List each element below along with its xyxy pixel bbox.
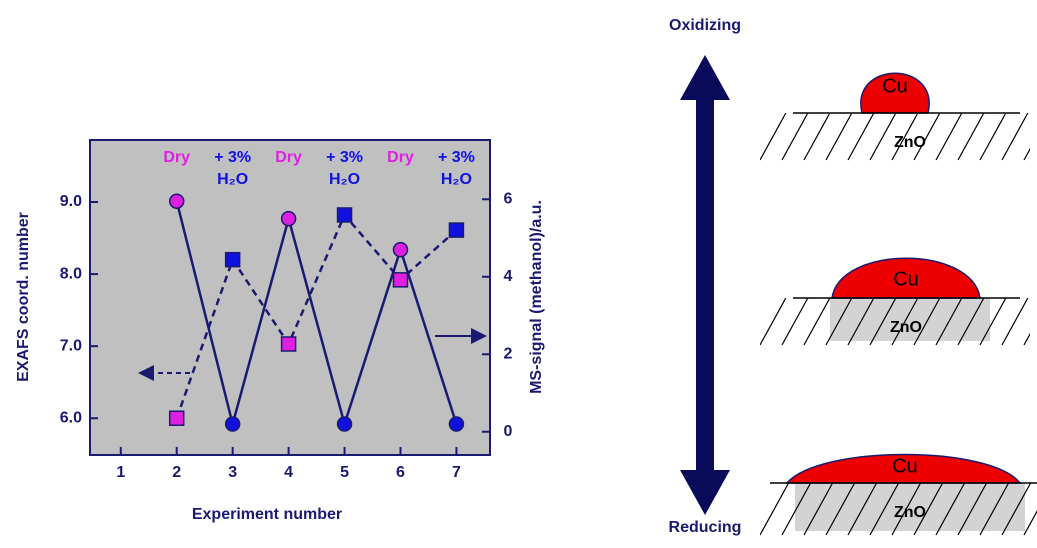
y2-tick-label: 6 — [504, 190, 513, 207]
point — [170, 194, 184, 208]
metal-label: Cu — [893, 268, 919, 290]
y-tick-label: 6.0 — [60, 409, 82, 426]
metal-label: Cu — [892, 455, 918, 477]
y2-axis-label: MS-signal (methanol)/a.u. — [528, 200, 545, 394]
point — [449, 223, 463, 237]
y-tick-label: 9.0 — [60, 193, 82, 210]
support-label: ZnO — [890, 319, 922, 336]
hatch-line — [1024, 113, 1037, 160]
annotation: Dry — [275, 149, 302, 166]
hatch-line — [1024, 298, 1037, 345]
point — [282, 337, 296, 351]
particle: Cu ZnO — [760, 455, 1037, 536]
hatch-line — [782, 113, 808, 160]
y-tick-label: 7.0 — [60, 337, 82, 354]
point — [449, 417, 463, 431]
point — [393, 273, 407, 287]
hatch-line — [848, 113, 874, 160]
y2-tick-label: 2 — [504, 345, 513, 362]
hatch-line — [760, 483, 789, 535]
support-label: ZnO — [894, 134, 926, 151]
hatch-line — [804, 298, 830, 345]
y-tick-label: 8.0 — [60, 265, 82, 282]
hatch-line — [760, 298, 786, 345]
plot-area — [90, 140, 490, 455]
hatch-line — [1002, 298, 1028, 345]
y2-tick-label: 0 — [504, 423, 513, 440]
annotation: + 3% — [214, 149, 251, 166]
y-axis-label: EXAFS coord. number — [15, 212, 32, 382]
point — [226, 417, 240, 431]
particle: Cu ZnO — [760, 73, 1037, 160]
annotation: H₂O — [217, 171, 248, 188]
hatch-line — [958, 113, 984, 160]
annotation: Dry — [163, 149, 190, 166]
hatch-line — [1002, 113, 1028, 160]
hatch-line — [804, 113, 830, 160]
annotation: H₂O — [329, 171, 360, 188]
hatch-line — [826, 113, 852, 160]
x-tick-label: 1 — [116, 464, 125, 481]
hatch-line — [760, 113, 786, 160]
x-tick-label: 6 — [396, 464, 405, 481]
particle: Cu ZnO — [760, 258, 1037, 345]
point — [226, 253, 240, 267]
hatch-line — [980, 113, 1006, 160]
x-tick-label: 7 — [452, 464, 461, 481]
x-tick-label: 2 — [172, 464, 181, 481]
annotation: H₂O — [441, 171, 472, 188]
point — [393, 243, 407, 257]
point — [338, 417, 352, 431]
figure: Experiment number EXAFS coord. number MS… — [0, 0, 1037, 543]
double-arrow — [680, 55, 730, 515]
bottom-label: Reducing — [669, 519, 742, 536]
x-axis-label: Experiment number — [192, 506, 342, 523]
point — [338, 208, 352, 222]
x-tick-label: 4 — [284, 464, 293, 481]
top-label: Oxidizing — [669, 17, 741, 34]
hatch-line — [936, 113, 962, 160]
support-label: ZnO — [894, 504, 926, 521]
annotation: Dry — [387, 149, 414, 166]
annotation: + 3% — [438, 149, 475, 166]
y2-tick-label: 4 — [504, 268, 513, 285]
metal-label: Cu — [882, 75, 908, 97]
x-tick-label: 5 — [340, 464, 349, 481]
hatch-line — [870, 113, 896, 160]
annotation: + 3% — [326, 149, 363, 166]
point — [170, 411, 184, 425]
x-tick-label: 3 — [228, 464, 237, 481]
hatch-line — [782, 298, 808, 345]
point — [282, 212, 296, 226]
